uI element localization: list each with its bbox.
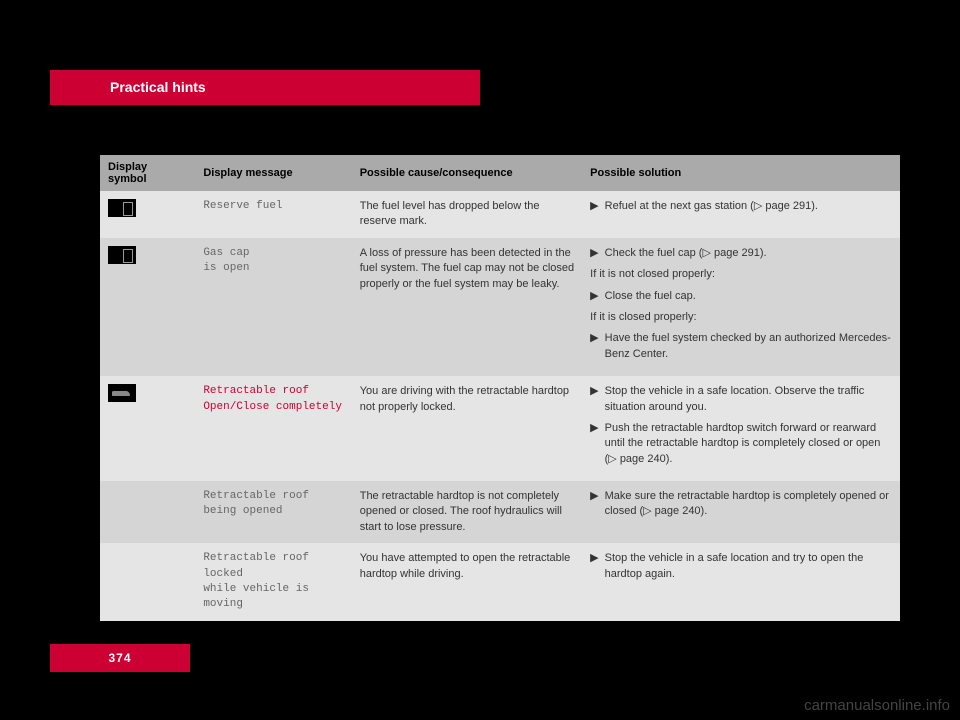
triangle-bullet-icon: ▶ bbox=[590, 551, 598, 582]
solution-cell: ▶Stop the vehicle in a safe location. Ob… bbox=[582, 376, 900, 481]
solution-bullet: ▶Stop the vehicle in a safe location. Ob… bbox=[590, 384, 892, 415]
symbol-cell bbox=[100, 481, 195, 543]
solution-text: If it is closed properly: bbox=[590, 310, 892, 325]
cause-cell: The fuel level has dropped below the res… bbox=[352, 191, 582, 238]
header-solution: Possible solution bbox=[582, 155, 900, 191]
message-cell: Reserve fuel bbox=[195, 191, 351, 238]
solution-bullet: ▶ Check the fuel cap (▷ page 291). bbox=[590, 246, 892, 261]
triangle-bullet-icon: ▶ bbox=[590, 421, 598, 467]
table-row: Reserve fuelThe fuel level has dropped b… bbox=[100, 191, 900, 238]
solution-cell: ▶ Refuel at the next gas station (▷ page … bbox=[582, 191, 900, 238]
fuel-pump-icon bbox=[108, 199, 136, 217]
triangle-bullet-icon: ▶ bbox=[590, 246, 598, 261]
solution-text: If it is not closed properly: bbox=[590, 267, 892, 282]
table-row: Retractable roof locked while vehicle is… bbox=[100, 543, 900, 621]
cause-cell: You are driving with the retractable har… bbox=[352, 376, 582, 481]
solution-bullet: ▶ Refuel at the next gas station (▷ page … bbox=[590, 199, 892, 214]
message-cell: Gas cap is open bbox=[195, 238, 351, 376]
header-symbol: Display symbol bbox=[100, 155, 195, 191]
solution-text: Have the fuel system checked by an autho… bbox=[605, 331, 892, 362]
section-header: Practical hints bbox=[50, 70, 480, 105]
cause-cell: You have attempted to open the retractab… bbox=[352, 543, 582, 621]
solution-bullet: ▶Have the fuel system checked by an auth… bbox=[590, 331, 892, 362]
solution-cell: ▶Make sure the retractable hardtop is co… bbox=[582, 481, 900, 543]
table-header-row: Display symbol Display message Possible … bbox=[100, 155, 900, 191]
triangle-bullet-icon: ▶ bbox=[590, 199, 598, 214]
solution-text: Close the fuel cap. bbox=[605, 289, 696, 304]
table-row: Retractable roof being openedThe retract… bbox=[100, 481, 900, 543]
table-row: Gas cap is openA loss of pressure has be… bbox=[100, 238, 900, 376]
solution-text: Make sure the retractable hardtop is com… bbox=[605, 489, 892, 520]
symbol-cell bbox=[100, 376, 195, 481]
watermark: carmanualsonline.info bbox=[804, 697, 950, 714]
table-row: Retractable roof Open/Close completelyYo… bbox=[100, 376, 900, 481]
triangle-bullet-icon: ▶ bbox=[590, 489, 598, 520]
symbol-cell bbox=[100, 543, 195, 621]
symbol-cell bbox=[100, 191, 195, 238]
solution-bullet: ▶Push the retractable hardtop switch for… bbox=[590, 421, 892, 467]
car-roof-icon bbox=[108, 384, 136, 402]
header-message: Display message bbox=[195, 155, 351, 191]
fuel-pump-icon bbox=[108, 246, 136, 264]
messages-table: Display symbol Display message Possible … bbox=[100, 155, 900, 621]
solution-bullet: ▶Stop the vehicle in a safe location and… bbox=[590, 551, 892, 582]
triangle-bullet-icon: ▶ bbox=[590, 331, 598, 362]
solution-bullet: ▶Make sure the retractable hardtop is co… bbox=[590, 489, 892, 520]
solution-text: Push the retractable hardtop switch forw… bbox=[605, 421, 892, 467]
triangle-bullet-icon: ▶ bbox=[590, 289, 598, 304]
solution-text: Stop the vehicle in a safe location. Obs… bbox=[605, 384, 892, 415]
solution-cell: ▶Stop the vehicle in a safe location and… bbox=[582, 543, 900, 621]
message-cell: Retractable roof Open/Close completely bbox=[195, 376, 351, 481]
solution-text: Stop the vehicle in a safe location and … bbox=[605, 551, 892, 582]
cause-cell: A loss of pressure has been detected in … bbox=[352, 238, 582, 376]
cause-cell: The retractable hardtop is not completel… bbox=[352, 481, 582, 543]
solution-cell: ▶ Check the fuel cap (▷ page 291). If it i… bbox=[582, 238, 900, 376]
solution-text: Check the fuel cap (▷ page 291). bbox=[605, 246, 767, 261]
page-number: 374 bbox=[50, 644, 190, 672]
message-cell: Retractable roof locked while vehicle is… bbox=[195, 543, 351, 621]
solution-text: Refuel at the next gas station (▷ page 2… bbox=[605, 199, 818, 214]
message-cell: Retractable roof being opened bbox=[195, 481, 351, 543]
triangle-bullet-icon: ▶ bbox=[590, 384, 598, 415]
solution-bullet: ▶ Close the fuel cap. bbox=[590, 289, 892, 304]
header-cause: Possible cause/consequence bbox=[352, 155, 582, 191]
symbol-cell bbox=[100, 238, 195, 376]
